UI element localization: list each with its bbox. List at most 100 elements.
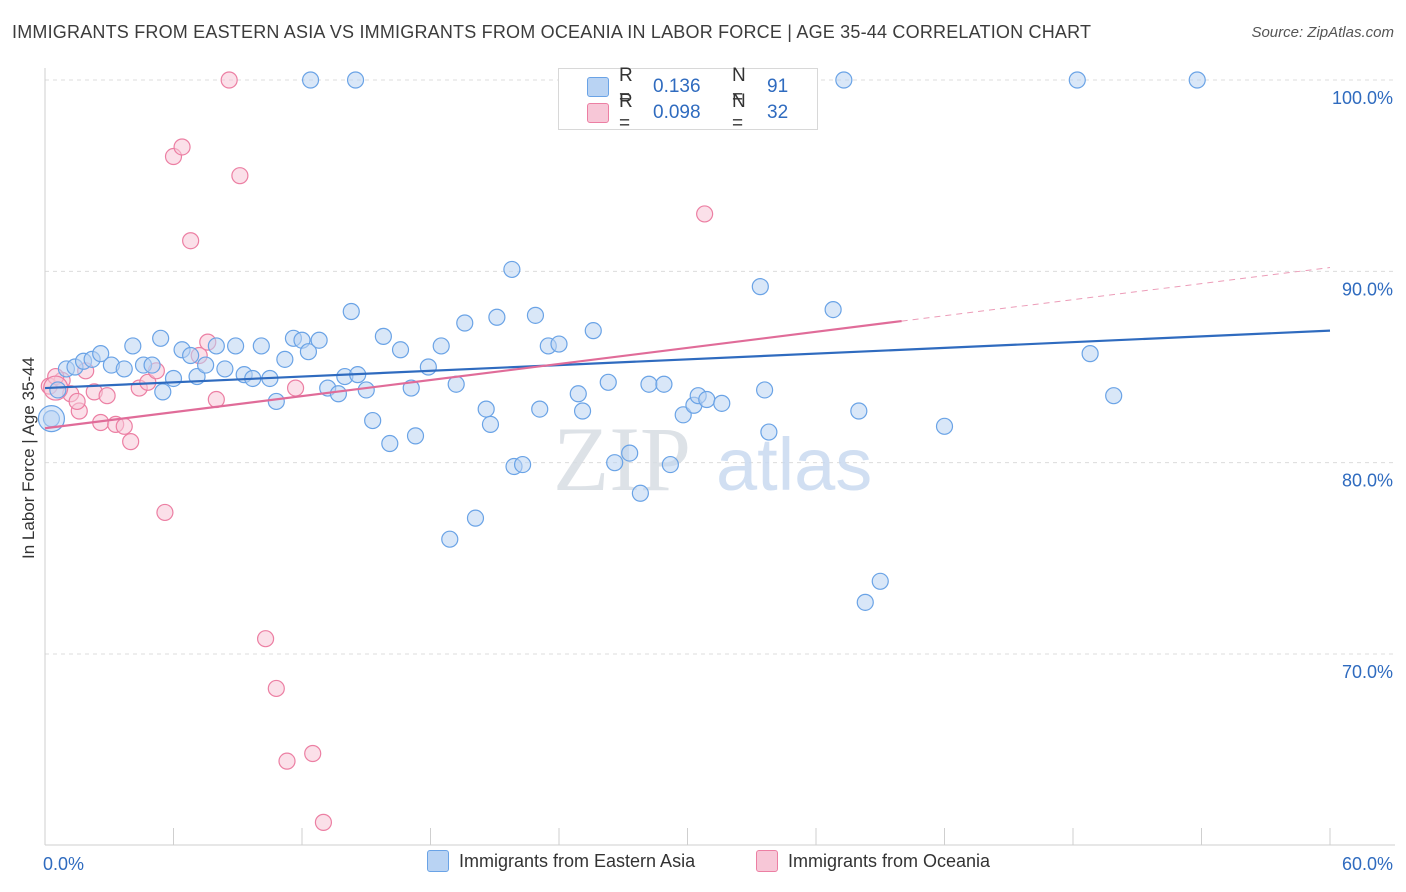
data-point — [599, 373, 617, 391]
data-point — [286, 379, 305, 397]
data-point — [406, 427, 425, 445]
series-eastern-asia-points — [37, 71, 1206, 611]
data-point — [267, 392, 285, 411]
data-point — [531, 400, 549, 418]
watermark: ZIP atlas — [553, 408, 872, 510]
data-point — [661, 455, 679, 474]
legend-n-value-oceania: 32 — [767, 102, 789, 123]
data-point — [115, 360, 133, 378]
data-point — [124, 337, 142, 355]
y-tick-label: 70.0% — [1342, 662, 1393, 682]
data-point — [310, 331, 328, 349]
watermark-atlas: atlas — [716, 423, 872, 506]
x-tick-label: 60.0% — [1342, 854, 1393, 874]
data-point — [173, 138, 191, 156]
data-point — [299, 343, 318, 361]
data-point — [68, 392, 86, 411]
data-point — [391, 341, 410, 359]
data-point — [207, 337, 225, 355]
axes — [44, 68, 1395, 846]
data-point — [156, 503, 174, 522]
x-tick-label: 0.0% — [43, 854, 84, 874]
data-point — [477, 400, 495, 418]
y-tick-label: 90.0% — [1342, 279, 1393, 299]
data-point — [835, 71, 853, 89]
data-point — [696, 205, 714, 223]
data-point — [640, 375, 658, 393]
data-point — [154, 383, 172, 401]
bottom-legend-eastern-asia: Immigrants from Eastern Asia — [427, 850, 695, 872]
data-point — [182, 232, 200, 250]
y-axis-label: In Labor Force | Age 35-44 — [19, 357, 38, 559]
data-point — [488, 308, 506, 326]
data-point — [37, 405, 66, 433]
bottom-legend-label-oceania: Immigrants from Oceania — [788, 850, 991, 871]
data-point — [357, 381, 375, 399]
data-point — [381, 434, 399, 453]
data-point — [252, 337, 270, 355]
data-point — [1105, 387, 1123, 405]
trend-line-eastern-asia — [44, 329, 1331, 390]
legend-n-label: N = — [732, 65, 746, 108]
data-point — [513, 455, 532, 474]
legend-r-value-eastern-asia: 0.136 — [653, 76, 701, 97]
data-point — [220, 71, 238, 89]
legend-n-label: N = — [732, 91, 746, 134]
legend-swatch-oceania — [587, 103, 609, 123]
legend-n-value-eastern-asia: 91 — [767, 76, 789, 97]
chart-source: Source: ZipAtlas.com — [1251, 24, 1394, 41]
data-point — [655, 375, 673, 393]
data-point — [276, 350, 294, 368]
data-point — [441, 530, 459, 548]
data-point — [824, 301, 842, 319]
data-point — [402, 379, 420, 397]
data-point — [755, 381, 774, 399]
data-point — [314, 813, 333, 831]
data-point — [197, 356, 215, 374]
data-point — [550, 335, 568, 353]
data-point — [569, 385, 587, 403]
data-point — [751, 278, 769, 296]
data-point — [631, 484, 649, 502]
data-point — [49, 381, 67, 399]
bottom-legend-swatch-eastern-asia — [427, 850, 449, 872]
data-point — [374, 327, 392, 345]
bottom-legend-label-eastern-asia: Immigrants from Eastern Asia — [459, 850, 696, 871]
legend-swatch-eastern-asia — [587, 77, 609, 97]
data-point — [92, 345, 110, 363]
data-point — [346, 71, 365, 89]
trend-line-oceania — [44, 319, 902, 430]
data-point — [329, 385, 348, 403]
data-point — [856, 593, 874, 611]
data-point — [419, 358, 437, 376]
data-point — [503, 260, 521, 279]
y-tick-label: 100.0% — [1332, 88, 1393, 108]
data-point — [1188, 71, 1206, 89]
data-point — [256, 630, 275, 648]
data-point — [152, 329, 170, 347]
data-point — [115, 417, 133, 435]
data-point — [122, 433, 140, 451]
data-point — [227, 337, 245, 355]
data-point — [1081, 345, 1099, 363]
data-point — [466, 509, 485, 527]
data-point — [278, 752, 296, 770]
data-point — [1068, 71, 1086, 89]
data-point — [304, 744, 322, 763]
data-point — [760, 423, 778, 441]
data-point — [621, 444, 639, 462]
data-point — [432, 337, 450, 355]
data-point — [301, 71, 320, 89]
data-point — [573, 402, 592, 420]
data-point — [481, 415, 500, 433]
data-point — [231, 167, 249, 185]
data-point — [456, 314, 474, 332]
data-point — [143, 356, 161, 374]
data-point — [713, 394, 731, 412]
data-point — [674, 406, 692, 424]
bottom-legend-oceania: Immigrants from Oceania — [756, 850, 990, 872]
tick-labels: 70.0% 80.0% 90.0% 100.0% 0.0% 60.0% — [43, 88, 1393, 874]
data-point — [164, 369, 183, 388]
data-point — [216, 360, 234, 378]
data-point — [606, 454, 624, 472]
